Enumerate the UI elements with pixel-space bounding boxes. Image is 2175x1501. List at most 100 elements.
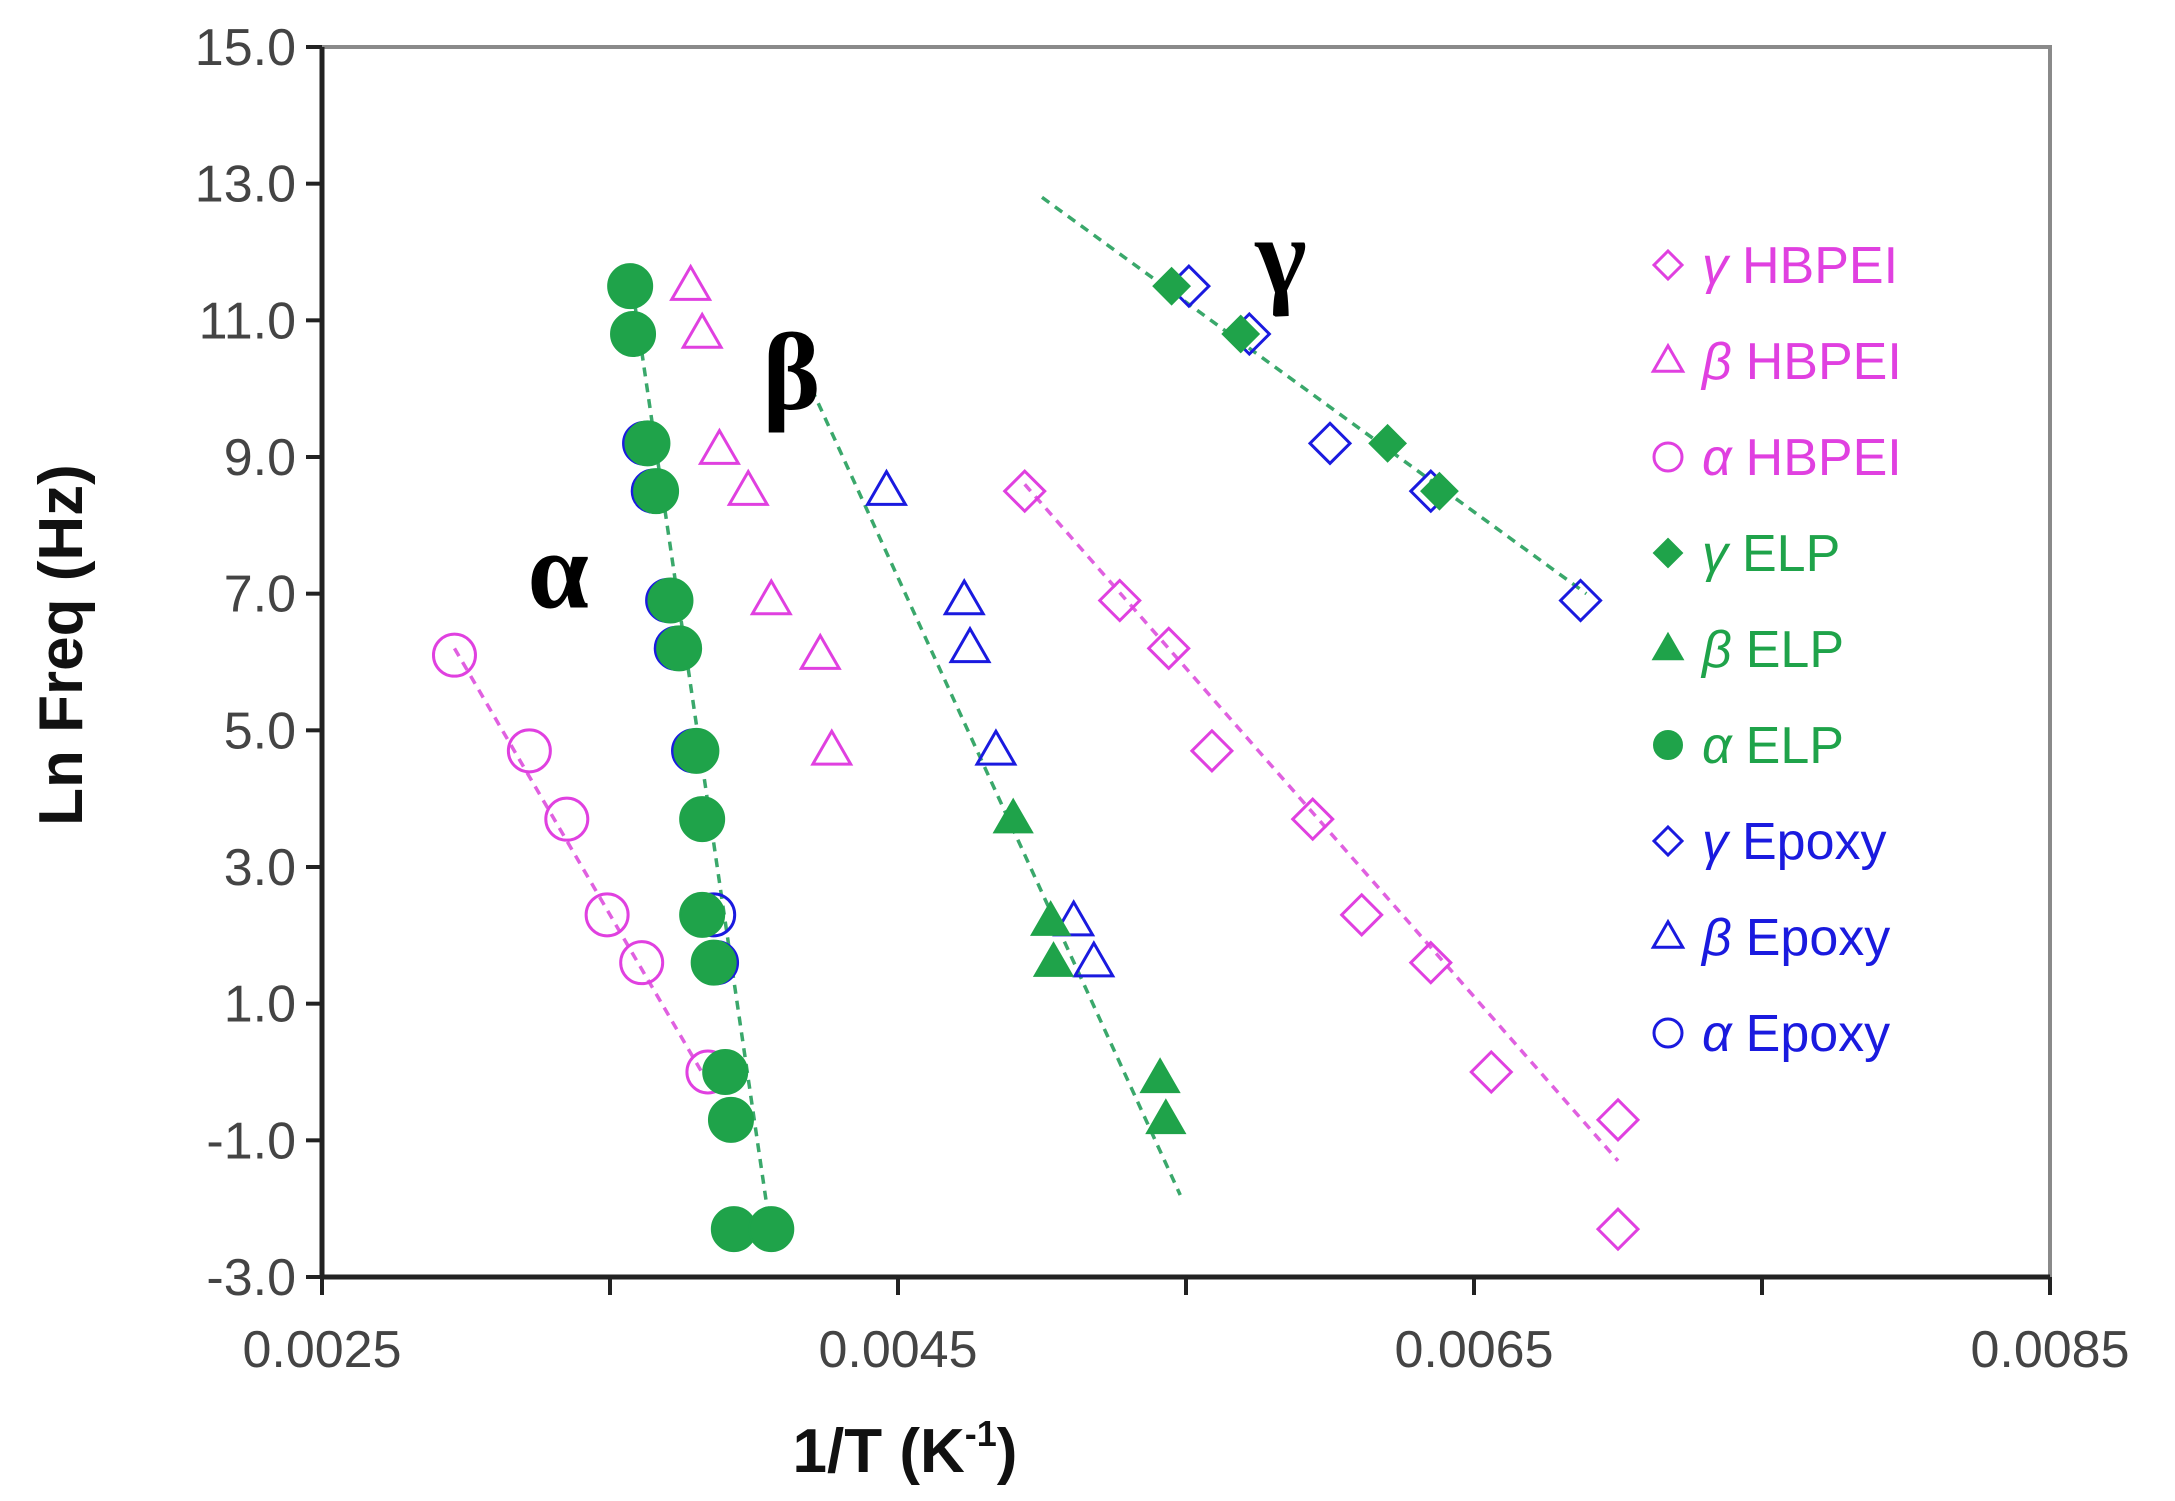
marker-β-epoxy	[942, 577, 986, 616]
marker-α-hbpei	[506, 728, 552, 774]
marker-γ-hbpei	[1339, 892, 1384, 937]
fit-alpha-hbpei	[452, 647, 716, 1094]
legend-label: β HBPEI	[1700, 333, 1902, 391]
marker-β-hbpei	[810, 728, 854, 766]
legend-marker	[1652, 441, 1684, 473]
marker-α-elp	[673, 727, 720, 774]
legend-entry: β HBPEI	[1650, 333, 1902, 391]
marker-β-hbpei	[669, 263, 713, 301]
y-tick-label: -1.0	[206, 1112, 296, 1170]
x-tick-label: 0.0085	[1970, 1321, 2129, 1379]
marker-γ-elp	[1368, 423, 1408, 463]
marker-γ-elp	[1221, 314, 1261, 354]
tick-labels: -3.0 -1.0 1.0 3.0 5.0 7.0 9.0 11.0 13.0 15.0 0.002…	[195, 19, 2130, 1379]
marker-γ-hbpei	[1189, 728, 1235, 773]
marker-α-elp	[656, 625, 703, 672]
marker-γ-hbpei	[1408, 940, 1453, 985]
fit-beta-elp	[810, 387, 1182, 1196]
annotation-label: β	[762, 311, 820, 433]
y-tick-label: 3.0	[224, 839, 296, 897]
legend-label: γ HBPEI	[1702, 237, 1898, 295]
data-markers	[431, 263, 1641, 1253]
marker-β-epoxy	[1072, 940, 1116, 978]
legend-entry: β Epoxy	[1650, 909, 1890, 967]
marker-α-hbpei	[619, 940, 665, 986]
annotation-label: α	[527, 509, 588, 631]
marker-α-elp	[748, 1206, 795, 1253]
marker-γ-hbpei	[1595, 1207, 1641, 1252]
marker-γ-epoxy	[1307, 421, 1353, 466]
legend-entry: γ ELP	[1652, 525, 1840, 583]
marker-β-elp	[1145, 1098, 1187, 1135]
marker-γ-hbpei	[1469, 1049, 1514, 1095]
marker-α-elp	[702, 1049, 749, 1095]
marker-β-epoxy	[1052, 899, 1096, 937]
marker-α-elp	[607, 263, 654, 310]
legend-label: α Epoxy	[1702, 1005, 1890, 1063]
legend-label: β Epoxy	[1700, 909, 1890, 967]
legend-label: γ ELP	[1702, 525, 1840, 583]
y-tick-label: 5.0	[224, 702, 296, 760]
axes	[306, 45, 2052, 1295]
legend-marker	[1651, 824, 1685, 858]
y-tick-label: 15.0	[195, 19, 296, 77]
marker-β-elp	[1030, 900, 1072, 936]
marker-α-hbpei	[544, 796, 590, 842]
marker-γ-elp	[1152, 266, 1192, 306]
y-axis-title: Ln Freq (Hz)	[27, 464, 96, 826]
marker-β-epoxy	[974, 728, 1018, 766]
marker-α-elp	[647, 577, 694, 624]
fit-gamma-hbpei	[1023, 483, 1620, 1162]
annotation-label: γ	[1254, 195, 1306, 317]
legend-marker	[1650, 342, 1686, 373]
marker-β-hbpei	[697, 427, 741, 465]
marker-α-elp	[624, 420, 671, 467]
marker-β-hbpei	[680, 311, 724, 349]
marker-β-elp	[992, 797, 1034, 834]
y-tick-label: -3.0	[206, 1249, 296, 1307]
legend-marker	[1651, 631, 1685, 661]
marker-α-elp	[690, 939, 737, 986]
y-tick-label: 1.0	[224, 976, 296, 1034]
marker-α-elp	[679, 796, 726, 843]
y-tick-label: 11.0	[199, 292, 296, 350]
legend: γ HBPEI β HBPEI α HBPEI γ ELP β ELP α ELP γ Epoxy β Epo…	[1650, 237, 1902, 1063]
marker-β-elp	[1032, 941, 1075, 977]
x-tick-label: 0.0065	[1394, 1321, 1553, 1379]
marker-β-epoxy	[948, 625, 992, 664]
legend-label: α HBPEI	[1702, 429, 1902, 487]
marker-γ-hbpei	[1146, 626, 1191, 671]
marker-α-elp	[679, 891, 726, 938]
marker-β-hbpei	[726, 468, 770, 506]
marker-α-hbpei	[584, 892, 630, 938]
marker-β-epoxy	[864, 468, 908, 506]
legend-entry: β ELP	[1651, 621, 1844, 679]
marker-γ-hbpei	[1290, 797, 1335, 842]
legend-entry: α Epoxy	[1652, 1005, 1890, 1063]
legend-entry: α ELP	[1653, 717, 1844, 775]
marker-β-hbpei	[749, 577, 793, 616]
legend-entry: γ HBPEI	[1651, 237, 1898, 295]
legend-entry: γ Epoxy	[1651, 813, 1887, 871]
marker-γ-hbpei	[1595, 1097, 1641, 1142]
marker-β-hbpei	[798, 632, 842, 670]
legend-label: γ Epoxy	[1702, 813, 1887, 871]
legend-marker	[1650, 918, 1686, 949]
y-tick-label: 9.0	[224, 429, 296, 487]
legend-marker	[1652, 537, 1684, 569]
x-tick-label: 0.0045	[818, 1321, 977, 1379]
legend-marker	[1652, 1017, 1684, 1049]
y-tick-label: 13.0	[195, 156, 296, 214]
legend-label: α ELP	[1702, 717, 1844, 775]
marker-α-elp	[633, 468, 680, 515]
x-tick-label: 0.0025	[242, 1321, 401, 1379]
legend-label: β ELP	[1700, 621, 1844, 679]
fit-gamma-elp	[1040, 195, 1588, 596]
legend-entry: α HBPEI	[1652, 429, 1902, 487]
legend-marker	[1653, 730, 1683, 760]
marker-β-elp	[1139, 1057, 1181, 1094]
marker-α-elp	[610, 311, 657, 357]
marker-γ-epoxy	[1558, 578, 1603, 623]
legend-marker	[1651, 248, 1685, 282]
